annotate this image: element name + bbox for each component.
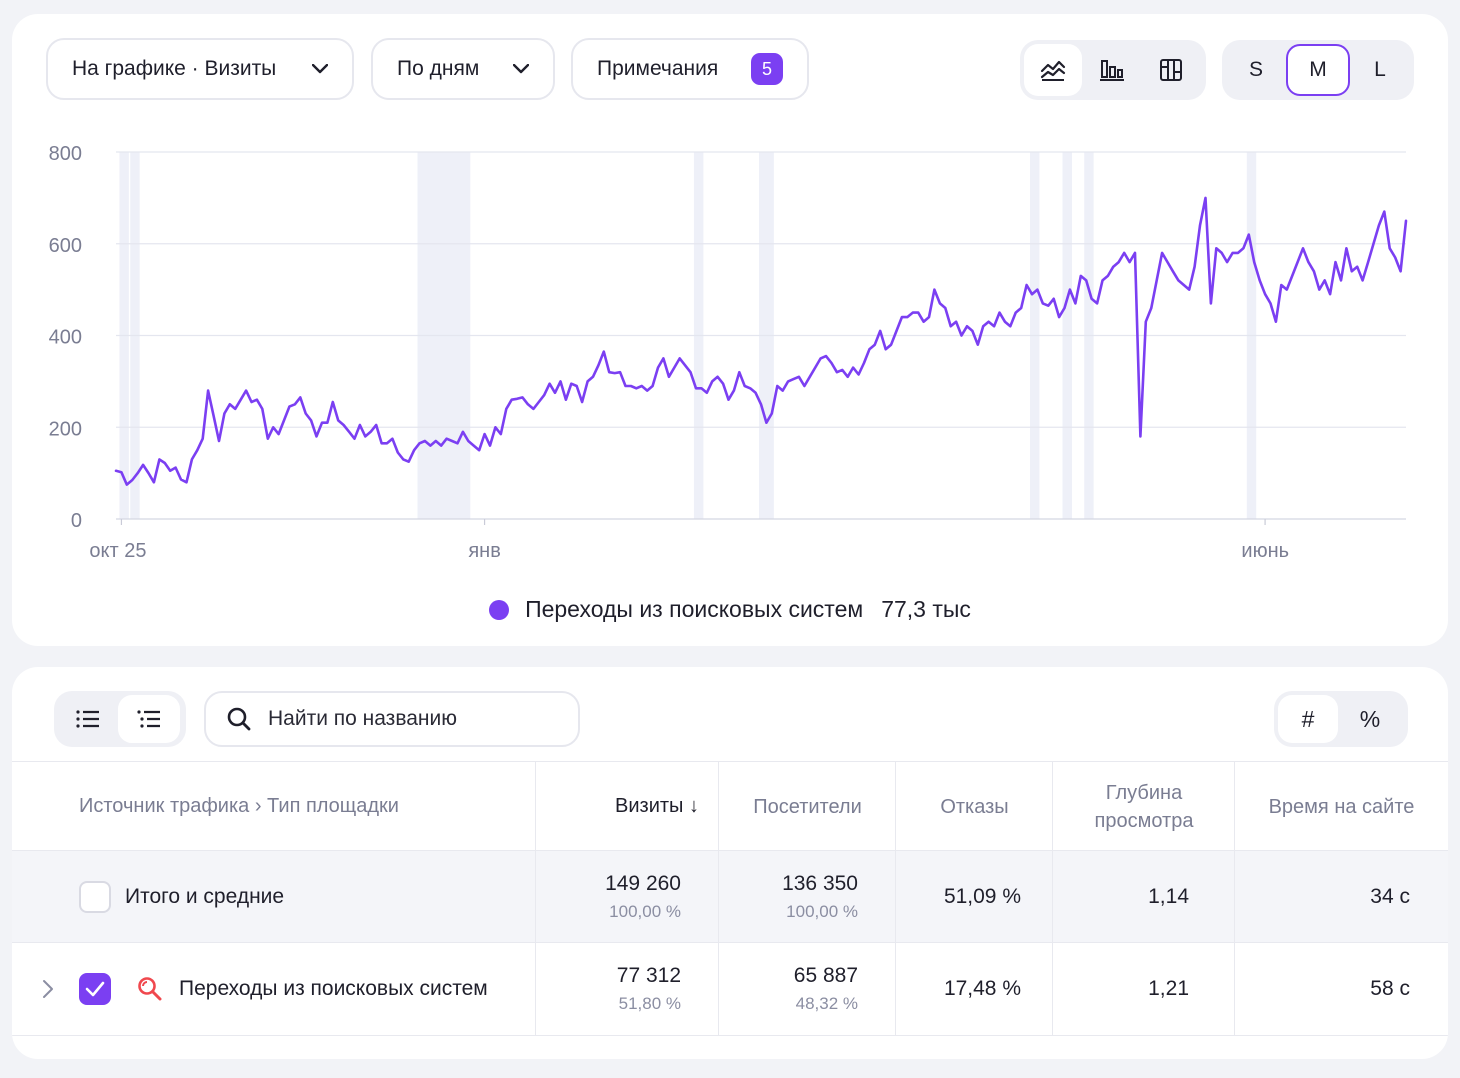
- total-label: Итого и средние: [125, 884, 285, 908]
- column-header-visitors[interactable]: Посетители: [718, 762, 896, 851]
- total-bounces-cell: 51,09 %: [895, 851, 1053, 942]
- x-tick-label: янв: [468, 540, 501, 562]
- legend-series-name: Переходы из поисковых систем: [525, 596, 864, 622]
- legend-series-marker: [489, 599, 510, 620]
- row-visitors: 65 887: [793, 964, 858, 987]
- row-bounces: 17,48 %: [943, 977, 1021, 1000]
- search-icon: [227, 707, 251, 731]
- chart-type-bar[interactable]: [1082, 44, 1142, 96]
- bar-chart-icon: [1100, 60, 1124, 81]
- row-checkbox[interactable]: [79, 973, 111, 1005]
- notes-button[interactable]: Примечания 5: [571, 38, 809, 100]
- metric-select-label: На графике · Визиты: [72, 57, 277, 80]
- legend-series-value: 77,3 тыс: [881, 596, 971, 622]
- view-flat-list[interactable]: [58, 695, 118, 743]
- column-header-time[interactable]: Время на сайте: [1234, 762, 1448, 851]
- total-label-cell: Итого и средние: [12, 851, 536, 942]
- row-time: 58 с: [1370, 977, 1410, 1000]
- x-tick-label: окт 25: [89, 540, 146, 562]
- column-header-visits[interactable]: Визиты ↓: [535, 762, 719, 851]
- view-tree-list[interactable]: [118, 695, 180, 743]
- grid-chart-icon: [1160, 59, 1182, 81]
- chart-type-switcher: [1020, 40, 1206, 100]
- indented-list-icon: [137, 710, 160, 728]
- total-visits-pct: 100,00 %: [609, 901, 681, 921]
- chart-size-switcher: S M L: [1222, 40, 1414, 100]
- report-table-card: # % Источник трафика › Тип площадки Визи…: [12, 667, 1448, 1059]
- table-header: Источник трафика › Тип площадки Визиты ↓…: [12, 761, 1448, 851]
- row-visitors-pct: 48,32 %: [795, 994, 858, 1013]
- table-row: Переходы из поисковых систем 77 312 51,8…: [12, 942, 1448, 1036]
- column-header-dimension[interactable]: Источник трафика › Тип площадки: [79, 795, 399, 817]
- chart-legend: Переходы из поисковых систем 77,3 тыс: [12, 596, 1448, 623]
- row-visits: 77 312: [616, 964, 681, 987]
- list-icon: [76, 710, 99, 728]
- period-select-label: По дням: [397, 57, 480, 80]
- y-tick-label: 200: [49, 418, 82, 440]
- notes-count-badge: 5: [751, 53, 783, 85]
- row-bounces-cell: 17,48 %: [895, 943, 1053, 1035]
- chevron-right-icon[interactable]: [42, 979, 54, 999]
- mode-percent-button[interactable]: %: [1359, 705, 1381, 732]
- total-depth-cell: 1,14: [1052, 851, 1235, 942]
- x-tick-label: июнь: [1241, 540, 1289, 562]
- total-visitors-cell: 136 350 100,00 %: [718, 851, 896, 942]
- column-header-bounces[interactable]: Отказы: [895, 762, 1053, 851]
- chart-card: На графике · Визиты По дням Примечания 5: [12, 14, 1448, 646]
- row-label-cell: Переходы из поисковых систем: [12, 943, 536, 1035]
- table-row-total: Итого и средние 149 260 100,00 % 136 350…: [12, 850, 1448, 942]
- y-tick-label: 400: [49, 327, 82, 349]
- search-input[interactable]: [268, 707, 548, 731]
- row-visits-cell: 77 312 51,80 %: [535, 943, 719, 1035]
- visits-line-chart[interactable]: 0 200 400 600 800 окт 25 янв июнь: [12, 14, 1448, 594]
- series-line-search-traffic: [114, 196, 1408, 486]
- size-l-button[interactable]: L: [1374, 58, 1386, 81]
- row-time-cell: 58 с: [1234, 943, 1448, 1035]
- row-depth: 1,21: [1148, 977, 1189, 1000]
- line-chart-icon: [1040, 60, 1066, 81]
- total-visitors-pct: 100,00 %: [786, 901, 858, 921]
- search-box: [204, 691, 580, 747]
- chevron-down-icon: [513, 64, 529, 74]
- total-bounces: 51,09 %: [943, 884, 1021, 908]
- search-engine-icon: [138, 977, 162, 1001]
- period-select[interactable]: По дням: [371, 38, 555, 100]
- row-visitors-cell: 65 887 48,32 %: [718, 943, 896, 1035]
- total-time-cell: 34 с: [1234, 851, 1448, 942]
- size-m-button[interactable]: M: [1286, 44, 1350, 96]
- y-tick-label: 0: [71, 510, 82, 532]
- table-view-switcher: [54, 691, 186, 747]
- total-depth: 1,14: [1148, 884, 1189, 908]
- value-mode-switcher: # %: [1274, 691, 1408, 747]
- chart-type-line[interactable]: [1024, 44, 1082, 96]
- metric-select[interactable]: На графике · Визиты: [46, 38, 354, 100]
- total-visitors: 136 350: [782, 871, 858, 895]
- size-s-button[interactable]: S: [1248, 58, 1263, 81]
- column-header-depth[interactable]: Глубина просмотра: [1052, 762, 1235, 851]
- chevron-down-icon: [312, 64, 328, 74]
- y-tick-label: 800: [49, 143, 82, 165]
- row-depth-cell: 1,21: [1052, 943, 1235, 1035]
- total-visits: 149 260: [605, 871, 681, 895]
- total-time: 34 с: [1370, 884, 1410, 908]
- row-label: Переходы из поисковых систем: [179, 977, 488, 1000]
- checkmark-icon: [85, 981, 105, 997]
- y-tick-label: 600: [49, 235, 82, 257]
- total-visits-cell: 149 260 100,00 %: [535, 851, 719, 942]
- notes-label: Примечания: [597, 57, 719, 80]
- chart-type-grid[interactable]: [1142, 44, 1200, 96]
- mode-absolute-button[interactable]: #: [1278, 695, 1338, 743]
- total-checkbox[interactable]: [79, 880, 111, 913]
- row-visits-pct: 51,80 %: [618, 994, 681, 1013]
